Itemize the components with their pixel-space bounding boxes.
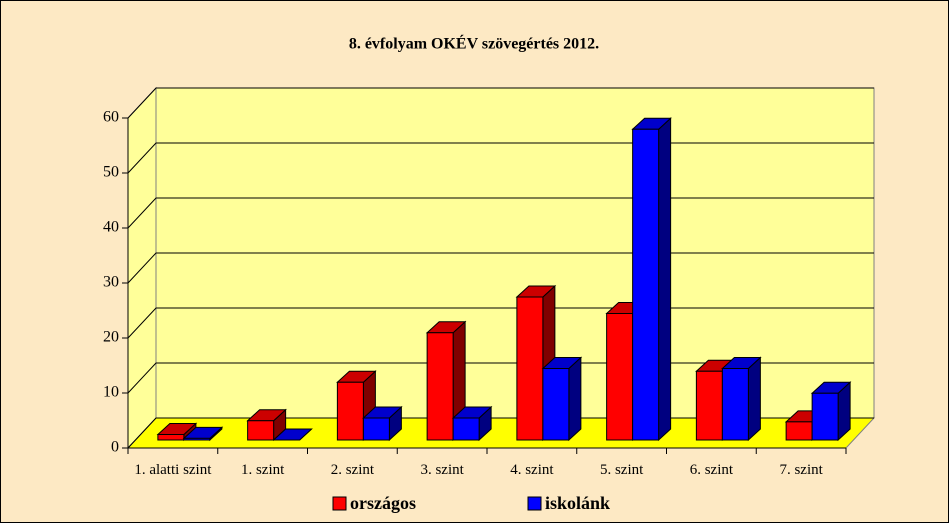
grid-line [127,87,874,119]
x-tick-label: 2. szint [330,462,375,478]
bar-front [452,417,480,441]
bar [810,381,852,442]
x-tick-label: 4. szint [510,462,554,478]
bar [425,320,467,442]
bar-top [272,428,313,441]
x-tick-label: 7. szint [779,462,823,478]
bar [541,356,583,442]
bar-front [516,296,544,441]
y-tick-label: 0 [111,439,119,456]
legend-label: iskolánk [545,493,610,513]
bar-front [362,417,390,441]
x-tick-label: 3. szint [420,462,464,478]
y-tick-label: 30 [103,274,119,291]
x-tick-label: 1. alatti szint [134,462,212,478]
y-tick-label: 10 [103,384,119,401]
legend-swatch [332,496,347,511]
bar [182,426,224,442]
bar-side [568,356,582,442]
floor [126,417,876,449]
x-tick-label: 5. szint [599,462,644,478]
bar-front [785,421,813,441]
bar-front [157,434,185,441]
bar [631,117,672,442]
bar-front [183,437,211,441]
bar-front [426,332,454,441]
chart-title: 8. évfolyam OKÉV szövegértés 2012. [349,34,599,53]
y-tick-label: 50 [103,164,119,181]
bar [272,428,313,441]
bar-front [542,368,570,441]
bar [362,405,403,442]
legend-label: országos [350,493,416,513]
bar-front [606,313,634,441]
bar-front [695,370,723,441]
y-tick-label: 20 [103,329,119,346]
bar-front [336,381,364,441]
bar-side [658,117,672,442]
legend-swatch [527,496,542,511]
y-tick-label: 40 [103,219,119,236]
bar-front [247,420,275,441]
y-tick-label: 60 [103,109,119,126]
x-tick-label: 1. szint [240,462,285,478]
bar [246,408,287,442]
bar [451,405,493,442]
bar-front [632,128,660,441]
bar-front [721,368,749,441]
bar-front [811,392,839,441]
x-tick-label: 6. szint [689,462,734,478]
bar [721,356,762,442]
bar [156,422,198,442]
bar-side [747,356,761,442]
